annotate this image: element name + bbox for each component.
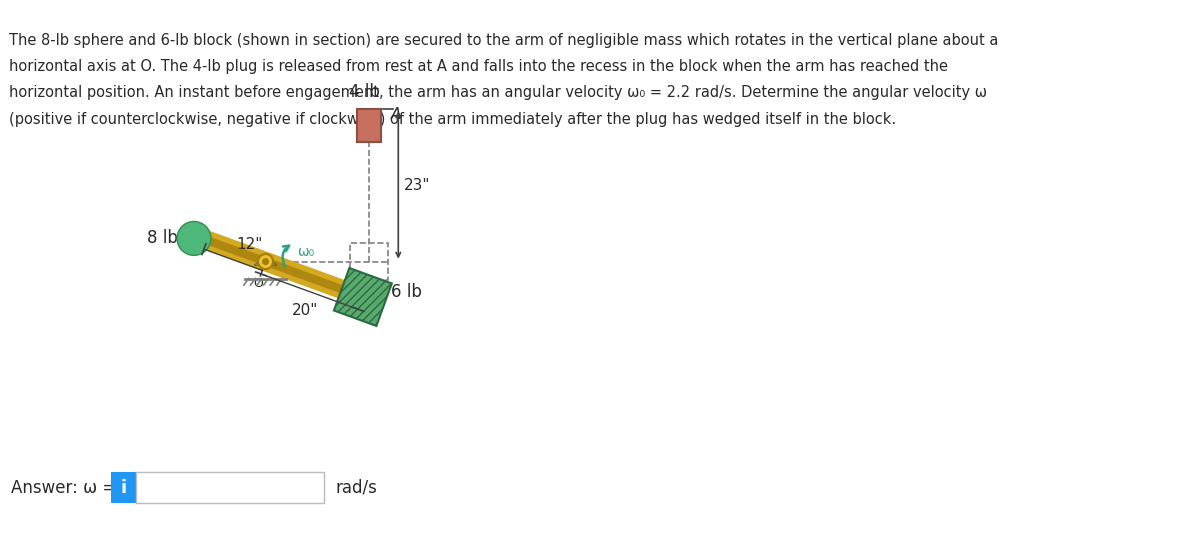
Text: O: O: [253, 276, 263, 289]
Text: i: i: [120, 479, 126, 497]
Text: horizontal axis at O. The 4-lb plug is released from rest at A and falls into th: horizontal axis at O. The 4-lb plug is r…: [10, 59, 948, 74]
Circle shape: [178, 221, 211, 255]
Text: 8 lb: 8 lb: [146, 229, 178, 247]
Bar: [356, 109, 382, 142]
Text: A: A: [391, 107, 401, 122]
Text: 23": 23": [404, 177, 431, 193]
Text: 12": 12": [236, 237, 263, 252]
Circle shape: [263, 259, 269, 265]
Bar: [112, 472, 136, 503]
Text: horizontal position. An instant before engagement, the arm has an angular veloci: horizontal position. An instant before e…: [10, 85, 988, 101]
Text: Answer: ω =: Answer: ω =: [11, 479, 121, 497]
Text: 6 lb: 6 lb: [391, 283, 422, 301]
Text: ω₀: ω₀: [298, 245, 314, 259]
Text: 4 lb: 4 lb: [349, 83, 380, 101]
Text: (positive if counterclockwise, negative if clockwise) of the arm immediately aft: (positive if counterclockwise, negative …: [10, 112, 896, 127]
Polygon shape: [254, 256, 277, 265]
Text: 20": 20": [292, 303, 318, 318]
Text: rad/s: rad/s: [335, 479, 377, 497]
Circle shape: [258, 254, 274, 269]
FancyArrowPatch shape: [282, 246, 289, 267]
Polygon shape: [334, 268, 392, 326]
Bar: [136, 472, 324, 503]
Text: The 8-lb sphere and 6-lb block (shown in section) are secured to the arm of negl: The 8-lb sphere and 6-lb block (shown in…: [10, 33, 998, 48]
